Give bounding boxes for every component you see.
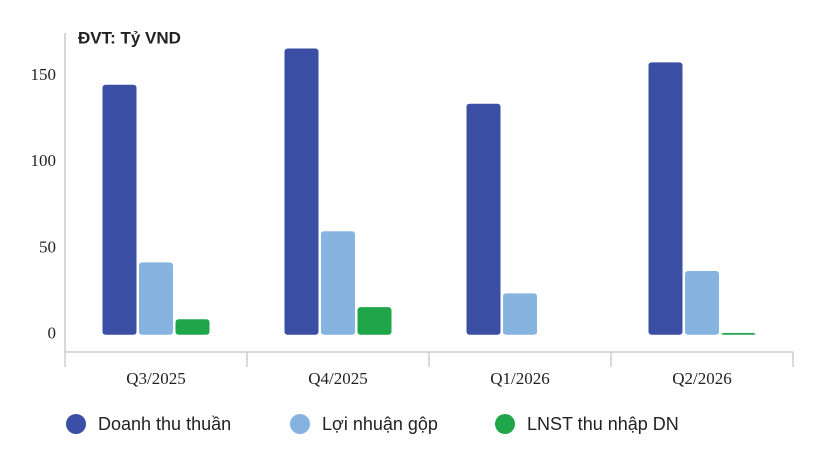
bar	[648, 62, 683, 335]
legend-marker	[495, 414, 515, 434]
y-tick-label: 0	[48, 324, 57, 343]
bar	[139, 262, 173, 335]
y-tick-label: 150	[31, 65, 57, 84]
legend-label: Lợi nhuận gộp	[322, 414, 438, 434]
bar	[175, 319, 210, 335]
x-tick-label: Q4/2025	[308, 369, 368, 388]
legend-label: Doanh thu thuần	[98, 414, 231, 434]
legend-marker	[66, 414, 86, 434]
bar	[284, 48, 319, 335]
chart-title: ĐVT: Tỷ VND	[78, 28, 181, 47]
y-tick-label: 50	[39, 237, 56, 256]
bar	[321, 231, 355, 335]
bar	[102, 84, 137, 335]
bar	[503, 293, 537, 335]
bar	[357, 307, 392, 335]
y-tick-label: 100	[31, 151, 57, 170]
legend-label: LNST thu nhập DN	[527, 414, 679, 434]
x-tick-label: Q2/2026	[672, 369, 732, 388]
legend-marker	[290, 414, 310, 434]
bar	[721, 333, 756, 335]
bar	[466, 103, 501, 335]
bar	[685, 270, 719, 335]
x-tick-label: Q1/2026	[490, 369, 550, 388]
x-tick-label: Q3/2025	[126, 369, 186, 388]
